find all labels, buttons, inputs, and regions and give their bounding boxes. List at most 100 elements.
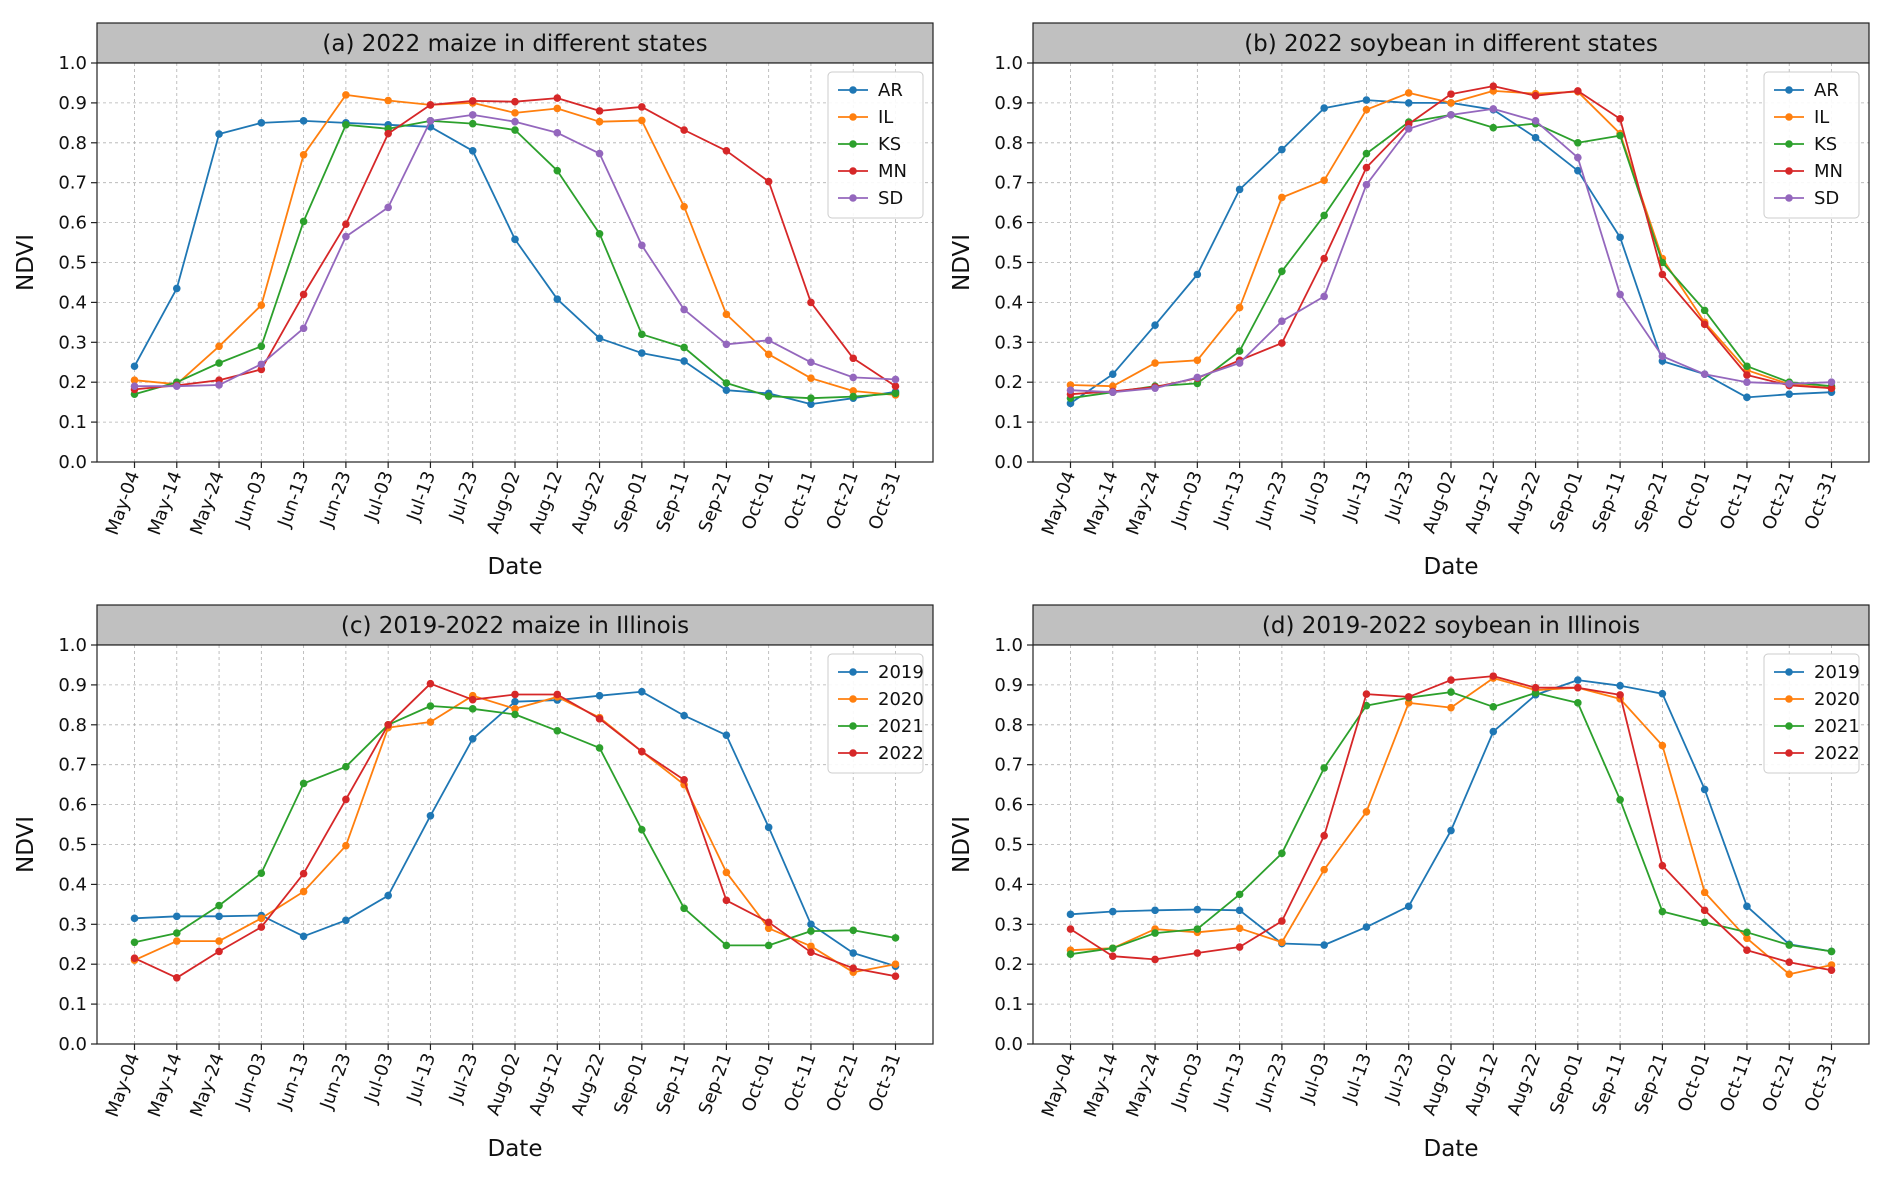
legend-marker — [849, 668, 857, 676]
x-tick-label: Jul-23 — [1381, 1051, 1419, 1107]
legend-marker — [1785, 140, 1793, 148]
data-point — [638, 103, 646, 111]
legend: AR IL KS MN SD — [827, 71, 924, 219]
data-point — [1151, 955, 1159, 964]
y-axis-label: NDVI — [13, 816, 39, 873]
data-point — [1235, 185, 1244, 194]
data-point — [1658, 270, 1667, 279]
data-point — [1616, 131, 1624, 140]
data-point — [722, 731, 731, 739]
data-point — [257, 869, 266, 878]
y-tick-label: 0.4 — [58, 874, 87, 895]
panel-title-bar — [96, 22, 934, 64]
y-tick-label: 0.2 — [994, 954, 1023, 975]
y-tick-label: 0.3 — [994, 332, 1023, 353]
data-point — [1108, 952, 1117, 961]
x-tick-label: May-24 — [1122, 469, 1164, 538]
data-point — [722, 310, 731, 319]
legend-box — [827, 71, 924, 219]
x-tick-label: Oct-21 — [1758, 1051, 1798, 1115]
legend-marker — [1785, 749, 1793, 757]
legend: 2019 2020 2021 2022 — [1763, 653, 1860, 774]
data-point — [172, 912, 181, 921]
data-point — [511, 235, 519, 244]
data-point — [1278, 849, 1286, 858]
panel-title-bar — [1032, 604, 1870, 646]
series-2022 — [130, 679, 900, 982]
data-point — [764, 823, 773, 832]
y-tick-label: 0.9 — [58, 675, 87, 696]
x-tick-label: Jun-23 — [316, 1051, 356, 1113]
data-point — [426, 101, 435, 109]
data-point — [342, 91, 350, 99]
data-point — [849, 387, 858, 395]
x-tick-label: Oct-01 — [738, 1051, 778, 1115]
x-tick-label: May-24 — [186, 1051, 228, 1120]
data-point — [1489, 105, 1498, 113]
panel-title: (d) 2019-2022 soybean in Illinois — [1262, 613, 1640, 639]
data-point — [680, 904, 688, 913]
series-SD — [1066, 105, 1836, 396]
y-tick-label: 0.2 — [58, 372, 87, 393]
series-2021 — [130, 702, 900, 950]
legend-marker — [1785, 668, 1793, 676]
data-point — [1320, 254, 1328, 263]
series-MN — [130, 94, 900, 394]
legend: AR IL KS MN SD — [1763, 71, 1860, 219]
x-tick-label: Oct-01 — [1674, 1051, 1714, 1115]
legend-label: 2020 — [878, 689, 924, 710]
data-point — [299, 324, 308, 333]
data-point — [299, 869, 308, 878]
data-point — [1658, 741, 1667, 750]
x-tick-label: Jul-03 — [360, 469, 398, 525]
data-point — [1362, 96, 1371, 104]
data-point — [807, 400, 815, 408]
data-point — [342, 220, 350, 228]
data-point — [299, 932, 308, 941]
x-tick-label: Jul-13 — [403, 469, 441, 525]
data-point — [1235, 347, 1244, 355]
data-point — [215, 937, 223, 945]
x-tick-label: Aug-02 — [1419, 1051, 1461, 1119]
data-point — [511, 126, 519, 134]
legend-label: 2022 — [1814, 743, 1860, 764]
y-axis-label: NDVI — [949, 234, 975, 291]
data-point — [1489, 703, 1498, 711]
data-point — [1278, 917, 1286, 925]
data-point — [638, 116, 646, 125]
data-point — [1447, 90, 1455, 98]
data-point — [511, 97, 519, 106]
legend-label: MN — [878, 161, 907, 182]
x-tick-label: May-04 — [1038, 1051, 1080, 1120]
y-tick-label: 0.3 — [58, 914, 87, 935]
x-tick-label: Sep-11 — [652, 1051, 693, 1118]
data-point — [1489, 123, 1498, 132]
data-point — [511, 690, 519, 699]
x-tick-label: Jul-13 — [1339, 1051, 1377, 1107]
panel-title: (b) 2022 soybean in different states — [1244, 31, 1658, 57]
data-point — [342, 841, 350, 850]
data-point — [1743, 371, 1751, 379]
data-point — [1489, 727, 1498, 736]
x-tick-label: May-14 — [144, 469, 186, 538]
x-tick-label: Oct-31 — [1801, 469, 1841, 533]
data-point — [1827, 378, 1836, 387]
data-point — [1447, 99, 1455, 107]
x-tick-label: Aug-22 — [567, 469, 609, 537]
x-axis-label: Date — [488, 1136, 543, 1162]
series-2021 — [1066, 688, 1836, 959]
y-tick-label: 0.0 — [58, 452, 87, 473]
data-point — [680, 305, 688, 314]
data-point — [638, 241, 646, 250]
data-point — [1108, 944, 1117, 953]
x-tick-label: Jun-23 — [1252, 469, 1292, 531]
data-point — [807, 942, 815, 951]
data-point — [891, 375, 900, 384]
x-tick-label: May-14 — [1080, 469, 1122, 538]
data-point — [1362, 923, 1371, 931]
x-axis-label: Date — [1424, 1136, 1479, 1162]
x-tick-label: Jul-13 — [1339, 469, 1377, 525]
y-axis-label: NDVI — [949, 816, 975, 873]
legend-marker — [1785, 167, 1793, 175]
